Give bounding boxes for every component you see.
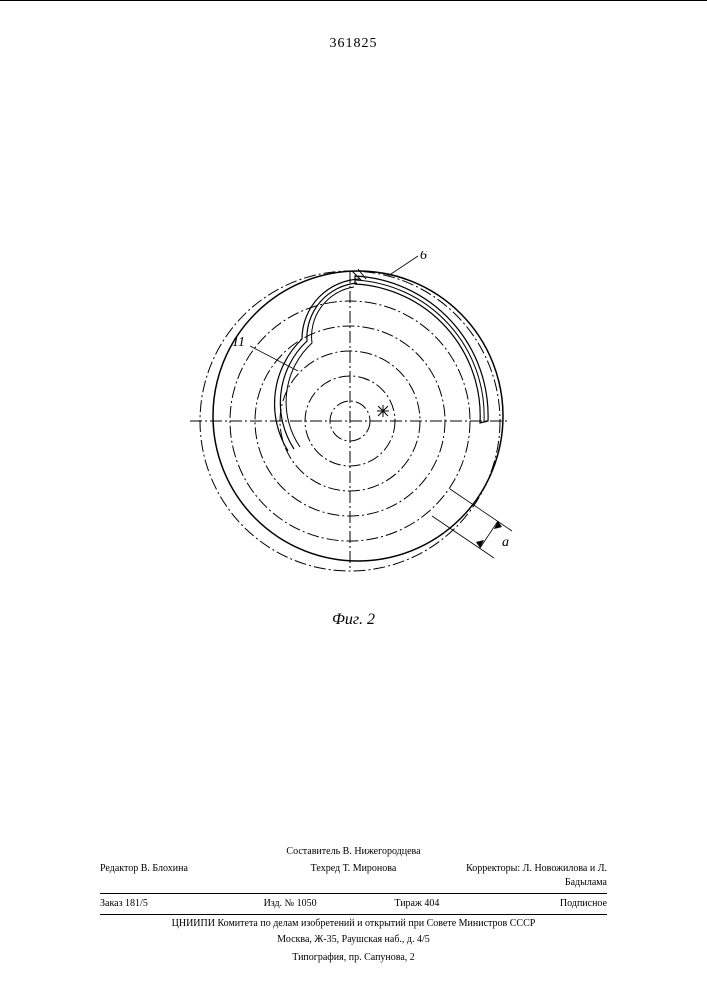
page: 361825: [0, 0, 707, 1000]
figure-label-11: 11: [232, 335, 245, 350]
footer-correctors: Корректоры: Л. Новожилова и Л. Бадылама: [438, 862, 607, 890]
footer-izd: Изд. № 1050: [227, 897, 354, 911]
footer-compiler: Составитель В. Нижегородцева: [100, 845, 607, 859]
footer-org1: ЦНИИПИ Комитета по делам изобретений и о…: [100, 917, 607, 931]
footer-techred: Техред Т. Миронова: [269, 862, 438, 890]
figure-svg: 6 11 a: [180, 251, 540, 611]
footer-order: Заказ 181/5: [100, 897, 227, 911]
patent-number: 361825: [0, 36, 707, 52]
footer-tirazh: Тираж 404: [354, 897, 481, 911]
footer-block: Составитель В. Нижегородцева Редактор В.…: [100, 845, 607, 965]
figure-2: 6 11 a: [180, 251, 520, 591]
footer-typography: Типография, пр. Сапунова, 2: [100, 951, 607, 965]
footer-podpisnoe: Подписное: [480, 897, 607, 911]
figure-caption: Фиг. 2: [0, 611, 707, 629]
footer-editor: Редактор В. Блохина: [100, 862, 269, 890]
figure-dim-a: a: [502, 535, 509, 550]
footer-org2: Москва, Ж-35, Раушская наб., д. 4/5: [100, 933, 607, 947]
figure-label-6: 6: [420, 251, 427, 263]
